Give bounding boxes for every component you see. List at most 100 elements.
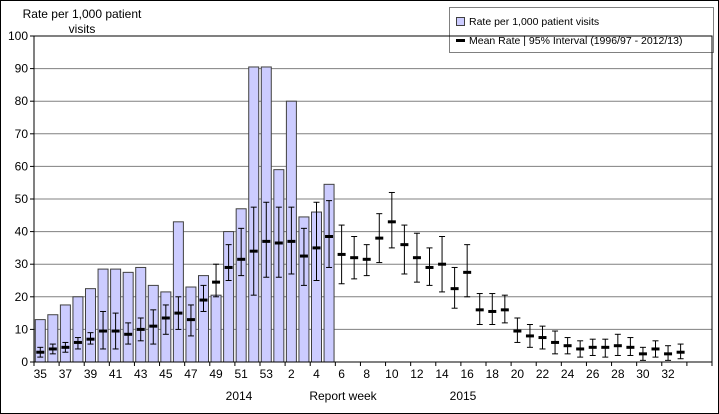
errorbar-week-30 [638, 346, 647, 361]
errorbar-week-4 [312, 201, 321, 281]
x-tick-label: 6 [338, 367, 345, 381]
errorbar-week-21 [525, 324, 534, 348]
errorbar-week-19 [500, 294, 509, 324]
errorbar-week-5 [325, 200, 334, 268]
x-tick-label: 47 [184, 367, 198, 381]
errorbar-week-22 [538, 325, 547, 350]
x-tick-label: 45 [159, 367, 173, 381]
x-tick-label: 26 [586, 367, 600, 381]
errorbar-week-12 [412, 232, 421, 283]
errorbar-week-10 [387, 191, 396, 249]
errorbar-week-2 [287, 206, 296, 275]
x-tick-label: 51 [234, 367, 248, 381]
errorbar-week-6 [337, 224, 346, 285]
errorbar-week-47 [186, 304, 195, 337]
x-tick-label: 20 [511, 367, 525, 381]
y-tick-label: 60 [15, 159, 29, 173]
legend: Rate per 1,000 patient visits Mean Rate … [449, 7, 714, 53]
x-tick-label: 4 [313, 367, 320, 381]
errorbar-week-11 [400, 224, 409, 275]
bar-week-39 [85, 288, 96, 363]
errorbar-week-43 [136, 317, 145, 342]
y-tick-label: 10 [15, 322, 29, 336]
bar-week-37 [59, 304, 71, 363]
mean-series-marker-icon [456, 39, 465, 42]
errorbar-week-36 [48, 343, 57, 355]
errorbar-week-16 [463, 244, 472, 298]
x-tick-label: 14 [435, 367, 449, 381]
errorbar-week-53 [262, 201, 271, 278]
errorbar-week-9 [375, 213, 384, 264]
errorbar-week-46 [174, 296, 183, 330]
x-tick-label: 41 [109, 367, 123, 381]
errorbar-week-49 [212, 263, 221, 298]
errorbar-week-13 [425, 247, 434, 286]
bar-week-38 [72, 296, 84, 363]
bar-week-42 [122, 271, 134, 363]
legend-label-rate: Rate per 1,000 patient visits [469, 15, 600, 28]
errorbar-week-33 [676, 343, 685, 360]
errorbar-week-48 [199, 284, 208, 312]
x-tick-label: 24 [561, 367, 575, 381]
errorbar-week-24 [563, 337, 572, 355]
x-tick-label: 49 [209, 367, 223, 381]
x-tick-label: 16 [460, 367, 474, 381]
x-tick-label: 35 [34, 367, 48, 381]
y-tick-label: 50 [15, 192, 29, 206]
y-axis-title: Rate per 1,000 patient visits [7, 7, 157, 37]
errorbar-week-50 [224, 244, 233, 281]
y-tick-label: 30 [15, 257, 29, 271]
errorbar-week-14 [438, 235, 447, 293]
errorbar-week-40 [99, 310, 108, 350]
errorbar-week-18 [488, 293, 497, 326]
bar-week-43 [135, 266, 147, 363]
errorbar-week-45 [161, 304, 170, 335]
x-tick-label: 30 [636, 367, 650, 381]
legend-label-mean: Mean Rate | 95% Interval (1996/97 - 2012… [469, 34, 683, 47]
errorbar-week-25 [576, 340, 585, 358]
bar-week-49 [210, 294, 222, 363]
errorbar-week-8 [362, 244, 371, 277]
x-tick-label: 2 [288, 367, 295, 381]
x-tick-label: 53 [260, 367, 274, 381]
y-axis-title-line1: Rate per 1,000 patient [22, 7, 142, 21]
y-tick-label: 0 [21, 355, 28, 369]
y-tick-label: 90 [15, 62, 29, 76]
x-tick-label: 37 [59, 367, 73, 381]
errorbar-week-44 [149, 309, 158, 345]
errorbar-week-41 [111, 312, 120, 350]
errorbar-week-3 [299, 227, 308, 286]
x-tick-label: 8 [363, 367, 370, 381]
errorbar-week-27 [601, 338, 610, 358]
errorbar-week-31 [651, 340, 660, 358]
errorbar-week-52 [249, 206, 258, 296]
errorbar-week-17 [475, 293, 484, 326]
errorbar-week-42 [124, 322, 133, 345]
errorbar-week-7 [350, 235, 359, 280]
errorbar-week-26 [588, 338, 597, 356]
legend-entry-mean: Mean Rate | 95% Interval (1996/97 - 2012… [456, 31, 709, 50]
errorbar-week-32 [664, 345, 673, 361]
legend-entry-rate: Rate per 1,000 patient visits [456, 12, 709, 31]
errorbar-week-29 [626, 337, 635, 356]
x-tick-label: 28 [611, 367, 625, 381]
errorbar-week-35 [36, 346, 45, 358]
errorbar-week-39 [86, 332, 95, 345]
errorbar-week-15 [450, 266, 459, 309]
y-axis-title-line2: visits [68, 22, 96, 36]
y-tick-label: 70 [15, 127, 29, 141]
y-tick-label: 40 [15, 225, 29, 239]
errorbar-week-37 [61, 341, 70, 353]
errorbar-week-28 [613, 333, 622, 356]
y-tick-label: 80 [15, 94, 29, 108]
bar-week-36 [47, 314, 59, 363]
x-tick-label: 18 [486, 367, 500, 381]
errorbar-week-20 [513, 317, 522, 343]
y-tick-label: 20 [15, 290, 29, 304]
x-axis-title: Report week [309, 389, 377, 403]
errorbar-week-38 [73, 337, 82, 350]
x-tick-label: 43 [134, 367, 148, 381]
x-tick-label: 32 [661, 367, 675, 381]
x-tick-label: 39 [84, 367, 98, 381]
